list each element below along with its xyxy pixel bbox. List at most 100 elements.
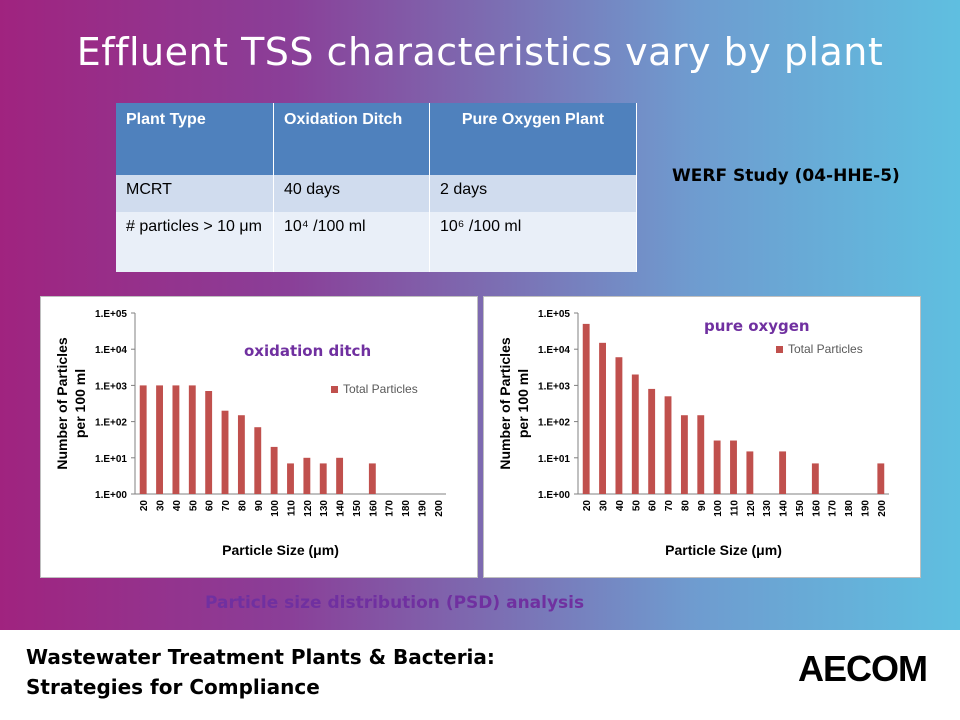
table-header-row: Plant Type Oxidation Ditch Pure Oxygen P… <box>116 103 637 175</box>
werf-study-label: WERF Study (04-HHE-5) <box>672 166 900 186</box>
bar-70 <box>664 396 672 494</box>
table-cell: 2 days <box>429 175 637 212</box>
y-tick-label: 1.E+01 <box>95 454 127 465</box>
x-tick-label: 110 <box>287 500 298 517</box>
chart-svg-oxidation-ditch: 1.E+00 1.E+01 1.E+02 1.E+03 1.E+04 1.E+05 20 30… <box>54 309 446 558</box>
x-tick-label: 80 <box>680 500 691 512</box>
x-axis-label: Particle Size (μm) <box>222 542 339 558</box>
bar-120 <box>746 451 754 494</box>
x-tick-label: 200 <box>877 500 888 517</box>
bar-100 <box>713 440 721 494</box>
bar-30 <box>599 342 606 494</box>
bar-40 <box>615 357 623 494</box>
y-axis-label-line-2: per 100 ml <box>515 369 531 438</box>
bar-30 <box>156 385 163 494</box>
bar-110 <box>730 440 737 494</box>
chart-pure-oxygen: 1.E+00 1.E+01 1.E+02 1.E+03 1.E+04 1.E+05 20 30… <box>483 296 921 578</box>
bar-80 <box>237 415 245 494</box>
aecom-logo: AECOM <box>798 648 928 686</box>
x-tick-label: 70 <box>664 500 675 512</box>
x-tick-label: 60 <box>648 500 659 512</box>
bar-100 <box>270 446 278 494</box>
x-tick-label: 130 <box>762 500 773 517</box>
y-tick-label: 1.E+04 <box>538 345 570 356</box>
bar-140 <box>336 457 344 494</box>
bar-200 <box>877 463 885 494</box>
chart-oxidation-ditch: 1.E+00 1.E+01 1.E+02 1.E+03 1.E+04 1.E+05 20 30… <box>40 296 478 578</box>
x-tick-label: 110 <box>730 500 741 517</box>
bar-60 <box>648 388 656 494</box>
legend-swatch <box>331 386 338 393</box>
bar-50 <box>631 374 639 494</box>
x-tick-label: 30 <box>156 500 167 512</box>
x-tick-label: 90 <box>697 500 708 512</box>
comparison-table: Plant Type Oxidation Ditch Pure Oxygen P… <box>116 103 637 272</box>
x-tick-label: 120 <box>303 500 314 517</box>
y-tick-label: 1.E+05 <box>95 309 127 320</box>
table-cell: MCRT <box>116 175 274 212</box>
chart-title: oxidation ditch <box>244 342 371 360</box>
x-tick-label: 40 <box>172 500 183 512</box>
y-axis-label-line-1: Number of Particles <box>54 337 70 469</box>
x-tick-label: 50 <box>188 500 199 512</box>
x-tick-label: 150 <box>352 500 363 517</box>
y-tick-label: 1.E+00 <box>95 490 127 501</box>
psd-analysis-label: Particle size distribution (PSD) analysi… <box>205 593 585 613</box>
x-tick-label: 120 <box>746 500 757 517</box>
y-axis-label: Number of Particles per 100 ml <box>497 337 531 469</box>
y-tick-label: 1.E+02 <box>538 418 570 429</box>
x-tick-label: 100 <box>713 500 724 517</box>
y-tick-label: 1.E+01 <box>538 454 570 465</box>
y-axis-label: Number of Particles per 100 ml <box>54 337 88 469</box>
table-cell: 40 days <box>273 175 430 212</box>
x-tick-label: 180 <box>401 500 412 517</box>
header-oxidation-ditch: Oxidation Ditch <box>273 103 430 175</box>
table-cell: 10⁴ /100 ml <box>273 212 430 272</box>
x-tick-label: 40 <box>615 500 626 512</box>
legend-label: Total Particles <box>343 382 418 396</box>
bar-60 <box>205 391 213 494</box>
chart-title: pure oxygen <box>704 317 810 335</box>
x-tick-label: 150 <box>795 500 806 517</box>
x-tick-label: 190 <box>860 500 871 517</box>
table-row: MCRT 40 days 2 days <box>116 175 637 212</box>
x-tick-label: 70 <box>221 500 232 512</box>
chart-svg-pure-oxygen: 1.E+00 1.E+01 1.E+02 1.E+03 1.E+04 1.E+05 20 30… <box>497 309 889 558</box>
bar-160 <box>811 463 819 494</box>
x-tick-label: 160 <box>368 500 379 517</box>
bar-140 <box>779 451 787 494</box>
bar-110 <box>287 463 294 494</box>
aecom-logo-text: AECOM <box>798 648 927 686</box>
x-tick-label: 20 <box>582 500 593 512</box>
bar-20 <box>582 323 590 494</box>
table-row: # particles > 10 μm 10⁴ /100 ml 10⁶ /100… <box>116 212 637 272</box>
footer-title: Wastewater Treatment Plants & Bacteria: … <box>26 642 495 702</box>
table-cell: # particles > 10 μm <box>116 212 274 272</box>
footer-line-1: Wastewater Treatment Plants & Bacteria: <box>26 645 495 669</box>
x-tick-label: 190 <box>417 500 428 517</box>
x-axis-label: Particle Size (μm) <box>665 542 782 558</box>
footer-line-2: Strategies for Compliance <box>26 675 320 699</box>
x-tick-label: 140 <box>779 500 790 517</box>
bar-50 <box>188 385 196 494</box>
header-pure-oxygen: Pure Oxygen Plant <box>429 103 637 175</box>
x-tick-label: 60 <box>205 500 216 512</box>
slide-title: Effluent TSS characteristics vary by pla… <box>76 30 884 74</box>
bar-40 <box>172 385 180 494</box>
bar-130 <box>319 463 327 494</box>
x-tick-label: 50 <box>631 500 642 512</box>
x-tick-label: 170 <box>385 500 396 517</box>
table-cell: 10⁶ /100 ml <box>429 212 637 272</box>
y-tick-label: 1.E+03 <box>538 381 570 392</box>
bar-90 <box>697 415 705 494</box>
y-tick-label: 1.E+05 <box>538 309 570 320</box>
x-tick-label: 20 <box>139 500 150 512</box>
y-axis-label-line-2: per 100 ml <box>72 369 88 438</box>
y-tick-label: 1.E+04 <box>95 345 127 356</box>
y-tick-label: 1.E+03 <box>95 381 127 392</box>
x-tick-label: 130 <box>319 500 330 517</box>
x-tick-label: 160 <box>811 500 822 517</box>
y-axis-label-line-1: Number of Particles <box>497 337 513 469</box>
bar-20 <box>139 385 147 494</box>
x-tick-label: 30 <box>599 500 610 512</box>
